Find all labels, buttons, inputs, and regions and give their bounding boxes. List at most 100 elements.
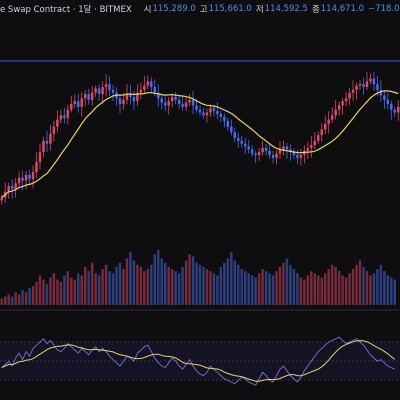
candle-body [202,112,205,116]
candle-body [397,106,400,113]
volume-bar [254,277,257,305]
volume-bar [94,273,97,305]
candle-body [362,84,365,87]
candle-body [139,89,143,93]
candle-body [35,162,38,172]
candle-body [90,92,94,100]
volume-bar [198,264,202,305]
candle-body [42,140,45,153]
candle-body [157,92,160,99]
volume-bar [80,275,83,305]
volume-bar [73,279,76,305]
volume-bar [167,266,170,305]
moving-average-line [1,90,399,198]
candle-body [7,186,10,192]
candle-body [299,155,303,158]
candle-body [383,95,386,100]
candle-body [108,84,111,90]
volume-bar [303,279,306,305]
candle-body [261,147,264,153]
candle-body [104,84,108,87]
candle-body [289,149,292,153]
volume-bar [14,292,17,305]
candle-body [111,89,115,93]
close-value: 114,671.0 [320,4,365,14]
volume-bar [320,277,323,305]
candle-body [257,152,261,155]
volume-bar [393,279,396,305]
volume-bar [35,281,38,305]
candle-body [181,104,184,107]
volume-bar [52,273,56,305]
candle-body [170,96,174,102]
candle-body [271,155,275,158]
volume-bar [132,260,136,305]
volume-bar [136,264,139,305]
open-value: 115,289.0 [152,4,196,14]
candle-body [358,84,362,86]
volume-bar [376,269,379,305]
candle-body [118,98,122,104]
candle-body [129,94,132,97]
candle-body [191,99,195,106]
volume-bar [237,264,240,305]
candle-body [379,89,383,96]
volume-bar [264,271,268,305]
candle-body [250,149,254,154]
candle-body [94,88,97,93]
open-label: 시 [143,5,152,15]
volume-bar [261,269,264,305]
candle-body [52,126,56,134]
candle-body [226,121,230,127]
volume-bar [216,275,219,305]
candle-body [376,84,379,90]
candle-body [195,105,198,110]
change-value: −718.0 (−0.62%) [368,4,400,14]
volume-bar [212,273,216,305]
volume-bar [230,252,233,305]
candle-body [164,102,167,106]
volume-bar [10,296,14,305]
candle-body [240,140,243,144]
volume-bar [341,275,344,305]
candle-body [101,87,104,95]
volume-bar [390,277,393,305]
candle-body [244,143,247,147]
volume-bar [115,266,118,305]
close-label: 종 [311,5,320,15]
volume-bar [143,271,146,305]
chart-legend: e Swap Contract · 1달 · BITMEX 시 115,289.… [0,0,400,18]
candle-body [184,102,188,107]
volume-bar [0,298,3,305]
volume-bar [226,258,230,305]
candle-body [296,155,299,158]
candle-body [320,129,323,136]
volume-bar [278,266,282,305]
candle-body [84,94,87,99]
volume-bar [118,262,122,305]
volume-bar [268,273,271,305]
candle-body [355,85,358,90]
candles-layer [0,71,400,205]
volume-bar [28,288,31,305]
volume-bar [271,275,275,305]
candle-body [344,98,348,102]
volume-bar [125,258,129,305]
candle-body [63,115,66,119]
volume-bar [59,281,63,305]
high-label: 고 [199,5,208,15]
candle-body [0,197,3,201]
volume-bar [153,254,156,305]
volume-bar [188,254,191,305]
candle-body [160,98,163,103]
volume-bar [369,275,372,305]
candle-body [330,115,334,120]
volume-bar [205,269,209,305]
volume-bar [164,262,167,305]
candle-body [49,133,52,144]
candle-body [275,153,278,158]
volume-bar [157,250,160,305]
volume-bar [247,273,250,305]
candle-body [348,92,351,99]
